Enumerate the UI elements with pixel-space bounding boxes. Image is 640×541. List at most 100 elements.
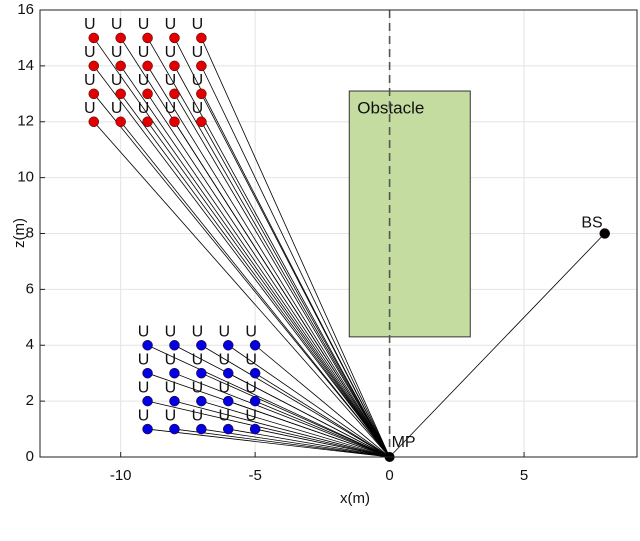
point	[196, 32, 207, 44]
link-line	[174, 400, 390, 458]
point	[222, 423, 234, 435]
link-line	[174, 65, 390, 458]
point-label: U	[138, 16, 150, 33]
point-label: U	[192, 351, 204, 368]
link-line	[228, 344, 390, 458]
link-line	[201, 372, 390, 458]
point	[599, 228, 610, 239]
point-label: U	[165, 72, 177, 89]
y-tick-label: 16	[17, 1, 34, 18]
link-line	[147, 400, 390, 458]
point-label: U	[138, 323, 150, 340]
point-label: U	[138, 44, 150, 61]
hub-label: MP	[392, 434, 416, 451]
point-label: U	[84, 100, 96, 117]
link-line	[147, 344, 390, 458]
point	[142, 340, 153, 351]
point-label: U	[84, 44, 96, 61]
link-line	[254, 372, 390, 458]
link-line	[201, 121, 390, 458]
point-label: U	[84, 72, 96, 89]
point-label: U	[192, 407, 204, 424]
point-label: U	[245, 379, 257, 396]
point	[196, 88, 207, 100]
point-label: U	[111, 100, 123, 117]
point-label: U	[245, 351, 257, 368]
link-line	[93, 93, 390, 458]
point-label: U	[138, 379, 150, 396]
point	[169, 367, 180, 379]
x-tick-label: 0	[385, 467, 393, 484]
point	[115, 32, 126, 44]
point	[222, 395, 234, 407]
point-label: U	[111, 44, 123, 61]
link-line	[201, 344, 390, 458]
x-tick-label: -5	[248, 467, 261, 484]
link-line	[120, 121, 390, 458]
point-label: U	[165, 100, 177, 117]
link-line	[389, 233, 606, 458]
point-label: U	[192, 323, 204, 340]
link-line	[254, 400, 390, 458]
point	[169, 116, 180, 127]
point-label: U	[84, 16, 96, 33]
point-label: U	[165, 351, 177, 368]
link-line	[254, 344, 390, 458]
link-line	[174, 121, 390, 458]
point-label: U	[165, 323, 177, 340]
point-label: U	[111, 72, 123, 89]
x-axis-label: x(m)	[340, 490, 370, 507]
point-label: U	[192, 16, 204, 33]
point	[249, 395, 261, 407]
point-label: U	[138, 100, 150, 117]
link-line	[174, 428, 390, 458]
point-label: U	[218, 323, 230, 340]
y-tick-label: 0	[26, 448, 34, 465]
link-line	[147, 65, 390, 458]
point	[142, 395, 153, 407]
point	[196, 423, 207, 435]
point	[169, 395, 180, 407]
point	[142, 423, 153, 435]
link-line	[174, 93, 390, 458]
point-label: U	[165, 407, 177, 424]
link-line	[147, 428, 390, 458]
point	[196, 116, 207, 127]
point	[222, 367, 234, 379]
link-line	[147, 37, 390, 458]
point	[142, 116, 153, 127]
point	[142, 88, 153, 100]
point	[88, 116, 100, 127]
point	[169, 32, 180, 44]
point-label: U	[138, 351, 150, 368]
point-label: U	[218, 407, 230, 424]
obstacle-label: Obstacle	[357, 99, 424, 118]
point-label: U	[111, 16, 123, 33]
point-label: U	[218, 351, 230, 368]
point-label: U	[245, 323, 257, 340]
point	[196, 340, 207, 351]
point-label: U	[165, 44, 177, 61]
point	[115, 88, 126, 100]
y-tick-label: 12	[17, 113, 34, 130]
link-line	[120, 65, 390, 458]
obstacle	[348, 90, 471, 338]
link-line	[228, 372, 390, 458]
plot-border	[39, 9, 638, 458]
point	[196, 395, 207, 407]
point	[196, 367, 207, 379]
link-line	[200, 65, 390, 458]
y-axis-label: z(m)	[11, 218, 28, 248]
link-line	[200, 93, 390, 458]
point-label: U	[165, 379, 177, 396]
y-tick-label: 4	[26, 336, 34, 353]
point-label: BS	[581, 215, 602, 232]
point-label: U	[165, 16, 177, 33]
x-tick-label: 5	[520, 467, 528, 484]
point-label: U	[192, 72, 204, 89]
y-tick-label: 6	[26, 280, 34, 297]
link-line	[147, 121, 390, 458]
point	[88, 88, 100, 100]
point	[249, 367, 261, 379]
point	[196, 60, 207, 72]
